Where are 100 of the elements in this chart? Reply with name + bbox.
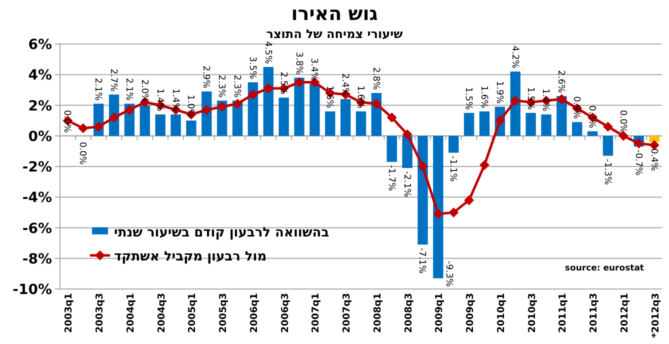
data-label: 2.5% — [278, 72, 288, 96]
point — [433, 208, 444, 219]
bar — [510, 72, 520, 136]
point — [94, 122, 104, 132]
data-label: 0.9% — [571, 96, 582, 120]
x-tick-label: 2011q3 — [588, 293, 600, 333]
data-label: 1.6% — [355, 86, 365, 109]
bar — [325, 111, 336, 136]
y-tick-label: 0% — [28, 128, 52, 145]
data-label: 2.9% — [200, 66, 211, 89]
bar — [340, 99, 351, 136]
y-tick-label: -6% — [22, 220, 52, 237]
data-label: -0.4% — [648, 145, 658, 172]
data-label: -1.3% — [602, 158, 612, 186]
point — [402, 129, 412, 140]
x-tick-label: 2009q3 — [465, 293, 476, 333]
y-tick-label: 6% — [28, 37, 52, 53]
data-label: 2.6% — [556, 70, 566, 94]
bar — [140, 105, 150, 136]
bar — [186, 120, 196, 136]
data-label: -1.7% — [386, 164, 396, 192]
point — [634, 138, 644, 149]
data-label: 0.0% — [77, 142, 88, 166]
point — [464, 195, 474, 206]
point — [124, 104, 134, 115]
bar — [587, 131, 598, 136]
data-label: 4.2% — [509, 46, 520, 69]
bar — [402, 136, 412, 168]
data-label: 1.6% — [478, 86, 488, 109]
x-tick-label: 2005q1 — [187, 293, 198, 333]
data-label: 4.5% — [262, 41, 272, 64]
x-tick-label: 2010q1 — [496, 293, 507, 333]
point — [479, 160, 490, 170]
data-label: 3.8% — [293, 52, 304, 76]
data-label: 2.3% — [216, 74, 226, 98]
bar — [448, 136, 459, 153]
bar — [464, 112, 474, 136]
legend-label: מול רבעון מקביל אשתקד — [114, 249, 267, 264]
x-tick-label: 2006q3 — [280, 293, 291, 333]
data-label: 0.0% — [62, 110, 72, 134]
y-tick-label: -10% — [12, 282, 52, 298]
x-tick-label: 2005q3 — [218, 293, 230, 333]
data-label: 1.5% — [463, 87, 474, 110]
bar — [479, 111, 490, 136]
bar — [418, 136, 428, 245]
x-tick-label: 2008q3 — [403, 293, 414, 333]
data-label: 0.3% — [586, 105, 597, 129]
data-label: 1.9% — [494, 80, 504, 104]
data-label: -1.1% — [448, 156, 458, 182]
data-label: 2.1% — [123, 78, 134, 102]
data-label: 0.0% — [617, 110, 628, 134]
bar — [310, 84, 320, 136]
x-tick-label: 2004q1 — [125, 293, 136, 333]
chart-title: גוש האירו — [291, 3, 378, 25]
bar — [572, 122, 582, 136]
data-label: 2.1% — [92, 78, 103, 102]
data-label: 2.0% — [138, 79, 149, 103]
x-tick-label: 2011q1 — [558, 293, 569, 333]
data-label: 1.4% — [154, 88, 164, 112]
point — [217, 102, 228, 112]
bar — [263, 66, 274, 136]
x-tick-label: 2007q3 — [342, 293, 353, 333]
data-label: -2.1% — [401, 171, 412, 198]
x-tick-label: 2006q1 — [248, 293, 260, 333]
legend-label: בהשוואה לרבעון קודם בשיעור שנתי — [114, 225, 330, 240]
bar — [278, 98, 289, 136]
bar — [649, 136, 660, 142]
data-label: -7.1% — [416, 248, 427, 274]
data-label: 3.5% — [246, 56, 257, 80]
bar — [602, 136, 614, 156]
data-label: 1.4% — [540, 88, 550, 112]
x-tick-label: 2007q1 — [310, 293, 322, 333]
point — [386, 112, 397, 122]
chart-subtitle: שיעורי צמיחה של התוצר — [266, 27, 403, 41]
point — [371, 98, 382, 109]
x-tick-label: *2012q3 — [650, 293, 662, 338]
x-tick-label: 2003q3 — [94, 293, 106, 333]
y-tick-label: -8% — [22, 251, 52, 268]
data-label: 2.8% — [370, 67, 380, 90]
x-tick-label: 2008q1 — [372, 293, 384, 333]
data-label: 2.4% — [340, 73, 350, 97]
bar — [356, 111, 366, 136]
data-label: -9.3% — [443, 260, 454, 288]
bar — [541, 114, 552, 136]
data-label: 3.4% — [308, 58, 319, 82]
bar — [155, 114, 166, 136]
bar — [526, 112, 536, 136]
point — [202, 104, 212, 115]
point — [294, 77, 304, 88]
bar — [386, 136, 397, 162]
x-tick-label: 2012q1 — [619, 293, 630, 333]
data-label: 1.5% — [524, 87, 535, 110]
point — [602, 122, 613, 132]
point — [418, 162, 428, 172]
point — [78, 123, 88, 134]
x-tick-label: 2010q3 — [526, 293, 538, 333]
data-label: -0.7% — [632, 150, 643, 176]
y-tick-label: 2% — [28, 98, 52, 114]
y-tick-label: -4% — [22, 190, 52, 206]
bar — [294, 78, 304, 136]
